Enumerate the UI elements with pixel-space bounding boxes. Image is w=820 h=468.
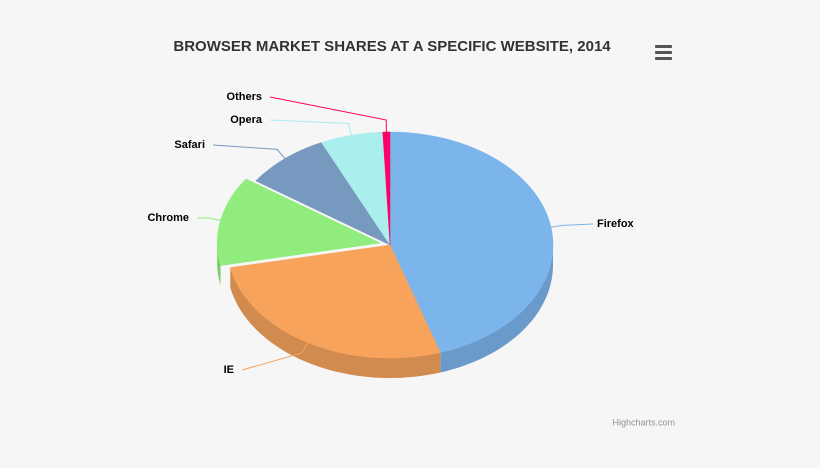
connector: [269, 119, 352, 136]
connector: [212, 144, 286, 159]
connector: [241, 342, 309, 371]
slice-sides: [217, 243, 553, 378]
credits[interactable]: Highcharts.com: [612, 417, 675, 427]
data-label: IE: [224, 364, 234, 376]
connector: [269, 96, 387, 133]
data-label: Chrome: [147, 212, 189, 224]
connector: [550, 223, 594, 228]
data-label: Others: [227, 91, 262, 103]
labels: Firefox IE Chrome Safari Opera Others: [147, 91, 634, 376]
slice: [389, 131, 554, 353]
slice-side: [440, 245, 553, 373]
data-label: Safari: [174, 139, 205, 151]
connector: [197, 217, 221, 221]
slice-side: [217, 243, 221, 286]
slices: [216, 131, 554, 359]
data-label: Opera: [230, 114, 263, 126]
data-label: Firefox: [597, 218, 635, 230]
menu-button[interactable]: [650, 40, 676, 64]
chart-title: BROWSER MARKET SHARES AT A SPECIFIC WEBS…: [173, 38, 611, 55]
slice-side: [230, 267, 441, 378]
